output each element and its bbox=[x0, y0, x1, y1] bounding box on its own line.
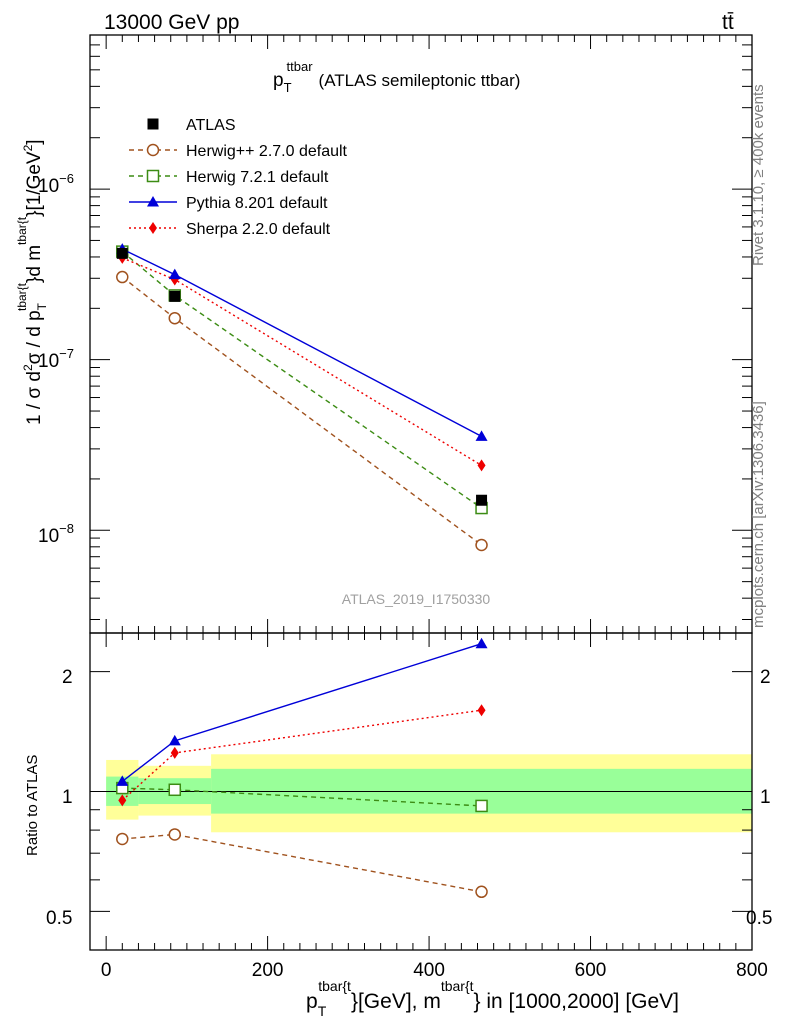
sherpa-2-2-0-default-line bbox=[122, 257, 482, 467]
legend-marker-herwig-2-7-0-default bbox=[146, 143, 160, 157]
rivet-info: Rivet 3.1.10, ≥ 400k events bbox=[750, 84, 767, 266]
pythia-8-201-default-ratio-point bbox=[168, 734, 181, 746]
energy-label: 13000 GeV pp bbox=[104, 11, 239, 34]
legend: ATLAS Herwig++ 2.7.0 default Herwig 7.2.1 … bbox=[129, 117, 348, 238]
legend-marker-sherpa-2-2-0-default bbox=[149, 222, 157, 234]
sherpa-2-2-0-default-ratio-point bbox=[170, 746, 179, 759]
atlas-point bbox=[169, 290, 181, 302]
pythia-8-201-default-point bbox=[475, 430, 488, 441]
legend-label-pythia-8-201-default: Pythia 8.201 default bbox=[186, 195, 328, 212]
sherpa-2-2-0-default-ratio-point bbox=[477, 704, 486, 717]
herwig-7-2-1-default-ratio-point bbox=[168, 783, 182, 797]
pythia-8-201-default-point bbox=[168, 268, 181, 280]
legend-marker-pythia-8-201-default bbox=[147, 196, 159, 207]
x-tick-label: 0 bbox=[101, 960, 112, 981]
legend-label-atlas: ATLAS bbox=[186, 117, 236, 134]
herwig-7-2-1-default-ratio-point bbox=[475, 799, 488, 813]
x-tick-label: 400 bbox=[413, 960, 445, 981]
legend-marker-herwig-7-2-1-default bbox=[146, 169, 160, 183]
ratio-ytick-left-2: 2 bbox=[62, 667, 73, 688]
pythia-8-201-default-ratio-point bbox=[475, 637, 488, 649]
ytick-label-1e-8: 10−8 bbox=[38, 521, 74, 547]
x-tick-label: 600 bbox=[575, 960, 607, 981]
main-series-group bbox=[116, 243, 488, 552]
atlas-point bbox=[116, 247, 128, 259]
analysis-watermark: ATLAS_2019_I1750330 bbox=[342, 591, 491, 607]
ratio-y-axis-label: Ratio to ATLAS bbox=[24, 755, 41, 856]
herwig-2-7-0-default-ratio-point bbox=[116, 832, 129, 846]
legend-marker-atlas bbox=[147, 118, 159, 130]
ratio-ytick-left-0.5: 0.5 bbox=[46, 908, 72, 929]
axis-ticks bbox=[90, 34, 753, 951]
herwig-2-7-0-default-point bbox=[168, 311, 182, 325]
sherpa-2-2-0-default-point bbox=[477, 459, 486, 472]
herwig-2-7-0-default-point bbox=[116, 270, 129, 284]
process-label: tt̄ bbox=[722, 11, 734, 34]
x-tick-labels: 0 200 400 600 800 bbox=[101, 960, 768, 981]
ratio-ytick-right-1: 1 bbox=[760, 787, 771, 808]
herwig-2-7-0-default-ratio-point bbox=[475, 885, 488, 899]
legend-label-herwig-7-2-1-default: Herwig 7.2.1 default bbox=[186, 169, 329, 186]
ratio-uncertainty-bands bbox=[106, 754, 753, 833]
pythia-8-201-default-ratio-point bbox=[116, 775, 129, 786]
ytick-label-1e-7: 10−7 bbox=[38, 346, 74, 372]
atlas-point bbox=[476, 494, 488, 506]
ratio-ytick-right-2: 2 bbox=[760, 667, 771, 688]
main-y-axis-label: 1 / σ d2σ / d pTtbar{t}d mtbar{t}[1/GeV2… bbox=[15, 139, 49, 425]
herwig-2-7-0-default-ratio-point bbox=[168, 828, 182, 841]
x-tick-label: 200 bbox=[252, 960, 284, 981]
herwig-2-7-0-default-point bbox=[475, 538, 488, 552]
plot-title: pTttbar(ATLAS semileptonic ttbar) bbox=[273, 59, 520, 95]
sherpa-2-2-0-default-ratio-point bbox=[118, 794, 127, 807]
herwig-2-7-0-default-ratio-line bbox=[122, 833, 482, 893]
ratio-ytick-right-0.5: 0.5 bbox=[746, 908, 772, 929]
legend-label-sherpa-2-2-0-default: Sherpa 2.2.0 default bbox=[186, 221, 331, 238]
ratio-series-group bbox=[116, 637, 488, 899]
mcplots-info: mcplots.cern.ch [arXiv:1306.3436] bbox=[750, 401, 767, 628]
ratio-ytick-left-1: 1 bbox=[62, 787, 73, 808]
legend-label-herwig-2-7-0-default: Herwig++ 2.7.0 default bbox=[186, 143, 348, 160]
herwig-7-2-1-default-line bbox=[121, 251, 482, 509]
x-tick-label: 800 bbox=[736, 960, 768, 981]
ytick-label-1e-6: 10−6 bbox=[38, 171, 74, 197]
x-axis-label: pTtbar{t}[GeV], mtbar{t} in [1000,2000] … bbox=[306, 978, 679, 1019]
